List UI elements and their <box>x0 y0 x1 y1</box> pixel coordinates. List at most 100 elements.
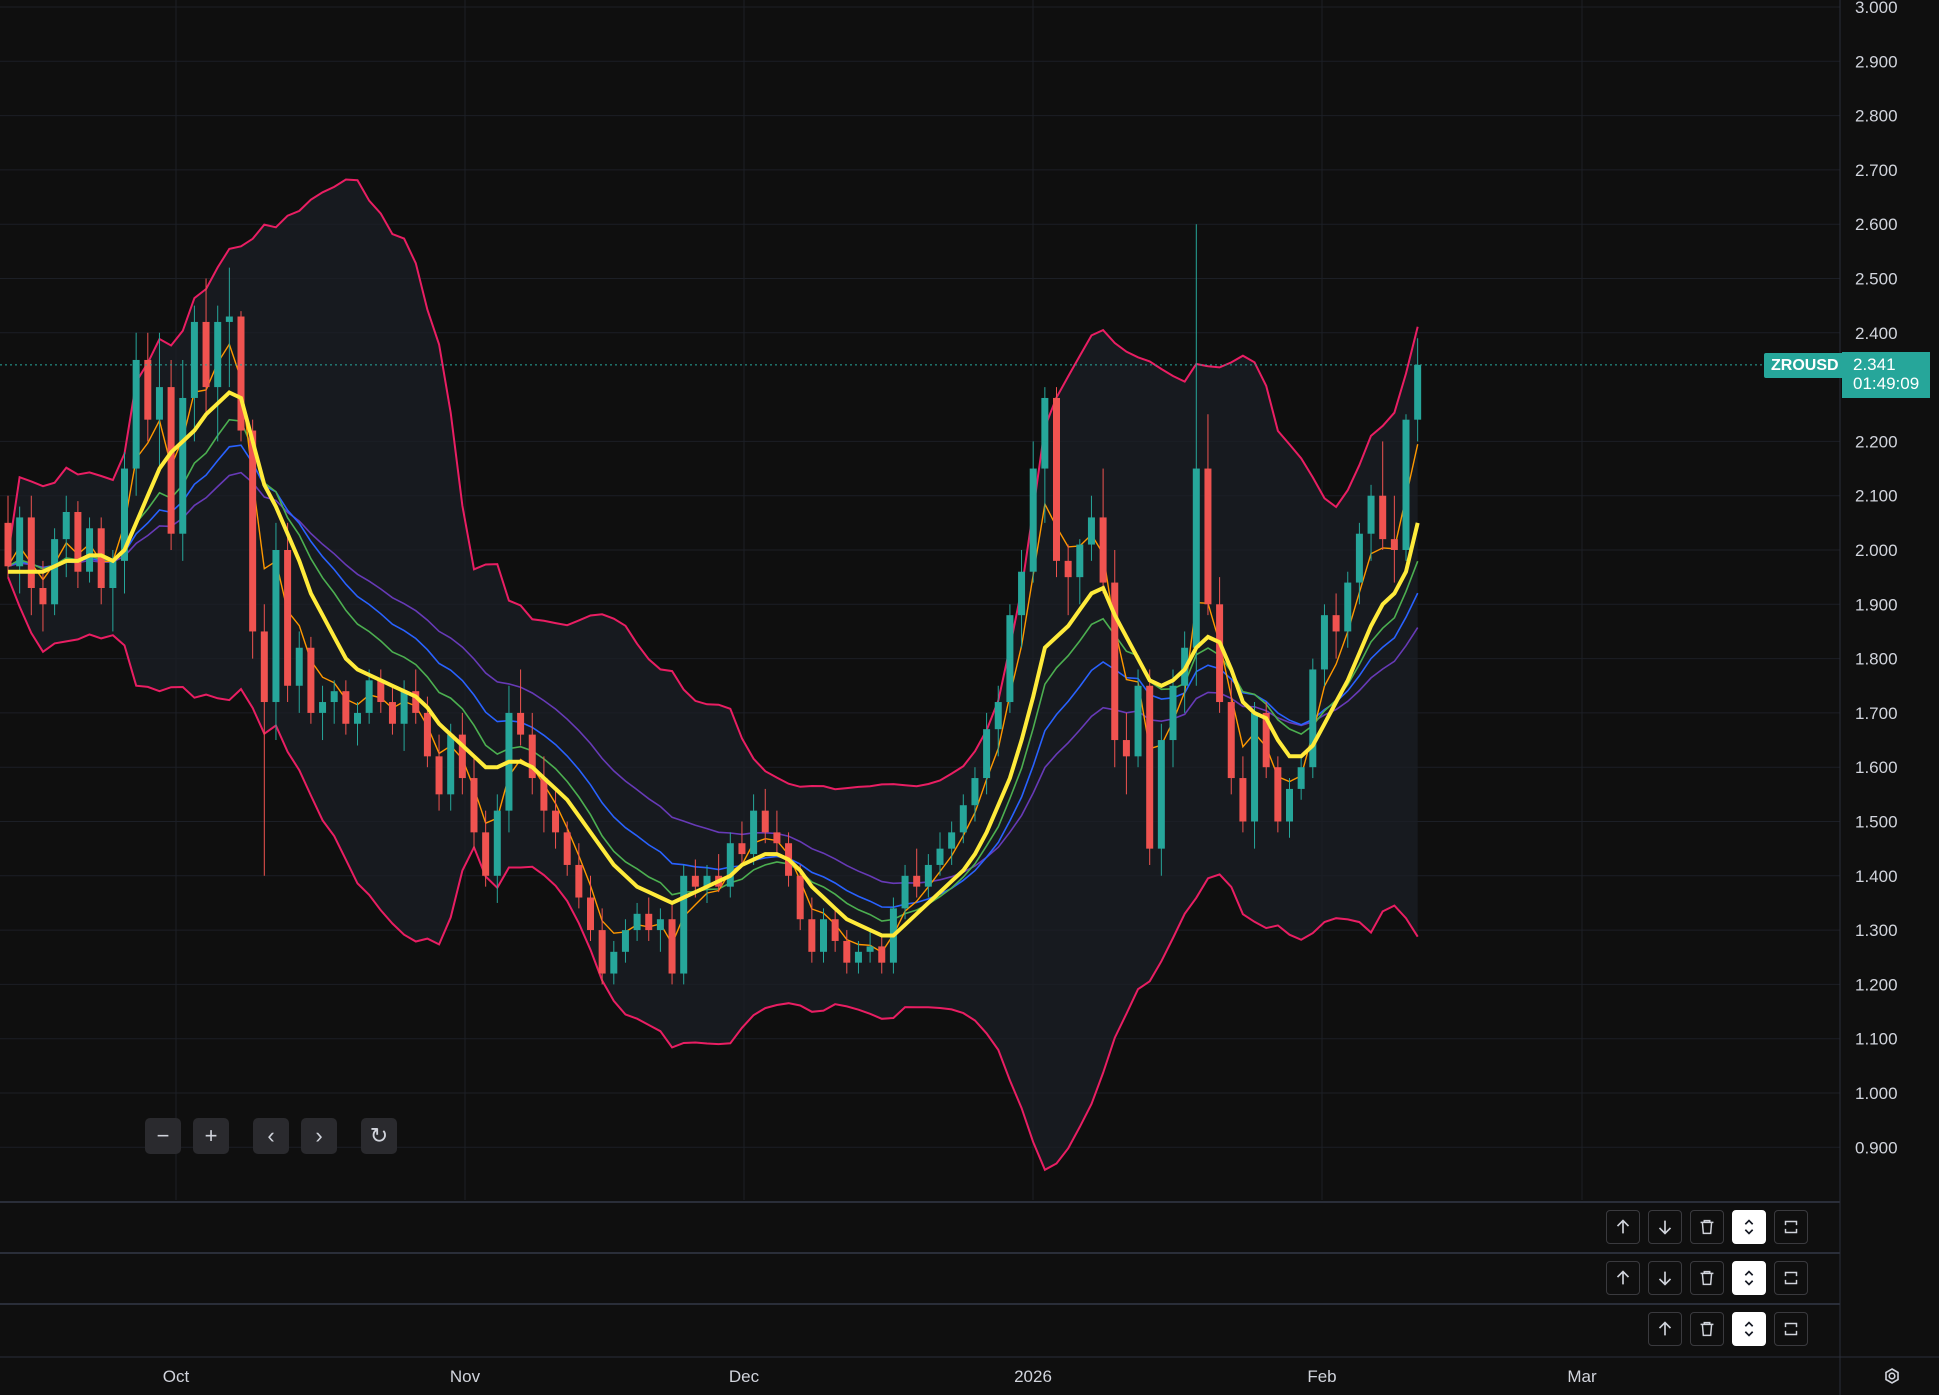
candle-body <box>295 647 303 686</box>
candle-body <box>691 875 699 887</box>
candle-body <box>540 778 548 811</box>
candle-body <box>1146 685 1154 849</box>
zoom-in-button[interactable]: + <box>193 1118 229 1154</box>
candle-body <box>307 647 315 713</box>
candle-body <box>901 875 909 909</box>
candle-body <box>621 930 629 952</box>
pane-collapse-button[interactable] <box>1732 1312 1766 1346</box>
candle-body <box>831 919 839 941</box>
time-axis-label: Oct <box>163 1367 190 1386</box>
candle-body <box>1414 364 1422 420</box>
bollinger-band-fill <box>8 179 1418 1170</box>
time-axis-label: Mar <box>1567 1367 1597 1386</box>
pane-trash-button[interactable] <box>1690 1261 1724 1295</box>
candle-body <box>377 680 385 703</box>
candle-body <box>342 691 350 724</box>
collapse-icon <box>1744 1270 1754 1286</box>
candle-body <box>575 864 583 898</box>
price-axis-label: 2.600 <box>1855 215 1898 234</box>
candle-body <box>190 321 198 398</box>
arrow-up-icon <box>1658 1321 1672 1336</box>
candle-body <box>144 359 152 420</box>
price-axis-label: 2.500 <box>1855 270 1898 289</box>
trash-icon <box>1700 1270 1714 1286</box>
last-price-value: 2.341 <box>1853 355 1896 374</box>
pane-maximize-button[interactable] <box>1774 1210 1808 1244</box>
pane-maximize-button[interactable] <box>1774 1261 1808 1295</box>
candle-body <box>1402 419 1410 550</box>
candle-body <box>400 691 408 724</box>
candle-body <box>435 756 443 795</box>
pane-separator[interactable] <box>0 1303 1840 1305</box>
candle-body <box>1297 767 1305 789</box>
ema-fast-line <box>8 390 1420 938</box>
candle-body <box>854 951 862 963</box>
arrow-down-icon <box>1658 1220 1672 1235</box>
candle-body <box>1251 712 1259 822</box>
candle-body <box>39 588 47 605</box>
candle-body <box>74 511 82 572</box>
price-axis-label: 1.600 <box>1855 758 1898 777</box>
pane-separator[interactable] <box>0 1252 1840 1254</box>
candle-body <box>1041 397 1049 469</box>
pane-collapse-button[interactable] <box>1732 1261 1766 1295</box>
pane-collapse-button[interactable] <box>1732 1210 1766 1244</box>
candle-body <box>1390 539 1398 550</box>
pane-maximize-button[interactable] <box>1774 1312 1808 1346</box>
collapse-icon <box>1744 1321 1754 1337</box>
candle-body <box>260 631 268 703</box>
trash-icon <box>1700 1321 1714 1337</box>
candle-body <box>388 702 396 724</box>
price-axis-label: 2.800 <box>1855 107 1898 126</box>
scroll-right-button[interactable]: › <box>301 1118 337 1154</box>
candle-body <box>1320 615 1328 670</box>
candle-body <box>493 810 501 876</box>
candle-body <box>878 946 886 963</box>
zoom-out-button[interactable]: − <box>145 1118 181 1154</box>
candle-body <box>645 913 653 931</box>
pane-arrow-down-button[interactable] <box>1648 1210 1682 1244</box>
scroll-left-button[interactable]: ‹ <box>253 1118 289 1154</box>
candle-body <box>959 805 967 833</box>
candle-body <box>738 843 746 855</box>
candle-body <box>528 734 536 779</box>
price-axis-label: 2.200 <box>1855 432 1898 451</box>
maximize-icon <box>1784 1322 1798 1336</box>
pane-arrow-down-button[interactable] <box>1648 1261 1682 1295</box>
candle-body <box>726 843 734 887</box>
trash-icon <box>1700 1219 1714 1235</box>
price-axis-label: 1.200 <box>1855 975 1898 994</box>
candle-body <box>458 734 466 779</box>
candle-body <box>132 359 140 469</box>
candle-body <box>62 511 70 540</box>
reset-chart-button[interactable]: ↻ <box>361 1118 397 1154</box>
candle-body <box>249 430 257 632</box>
candle-body <box>913 875 921 887</box>
pane-arrow-up-button[interactable] <box>1606 1261 1640 1295</box>
pane-separator[interactable] <box>0 1201 1840 1203</box>
candle-body <box>971 778 979 806</box>
price-axis: 3.000 2.900 2.800 2.700 2.600 2.500 2.400 2.200… <box>1855 0 1898 1157</box>
candle-body <box>179 397 187 534</box>
candle-body <box>1169 685 1177 741</box>
pane-trash-button[interactable] <box>1690 1210 1724 1244</box>
candle-body <box>1111 582 1119 741</box>
last-price-tag: 2.341 01:49:09 <box>1842 352 1930 398</box>
pane-trash-button[interactable] <box>1690 1312 1724 1346</box>
price-axis-label: 1.800 <box>1855 650 1898 669</box>
price-axis-label: 1.300 <box>1855 921 1898 940</box>
price-axis-label: 3.000 <box>1855 0 1898 17</box>
pane-arrow-up-button[interactable] <box>1606 1210 1640 1244</box>
time-axis: Oct Nov Dec 2026 Feb Mar <box>163 1367 1597 1386</box>
pane-arrow-up-button[interactable] <box>1648 1312 1682 1346</box>
price-axis-label: 0.900 <box>1855 1138 1898 1157</box>
candle-body <box>109 560 117 589</box>
chart-settings-button[interactable] <box>1878 1362 1906 1390</box>
candle-body <box>1216 604 1224 703</box>
candle-body <box>1006 615 1014 703</box>
candle-body <box>470 778 478 833</box>
maximize-icon <box>1784 1271 1798 1285</box>
candle-body <box>517 712 525 735</box>
arrow-up-icon <box>1616 1270 1630 1285</box>
